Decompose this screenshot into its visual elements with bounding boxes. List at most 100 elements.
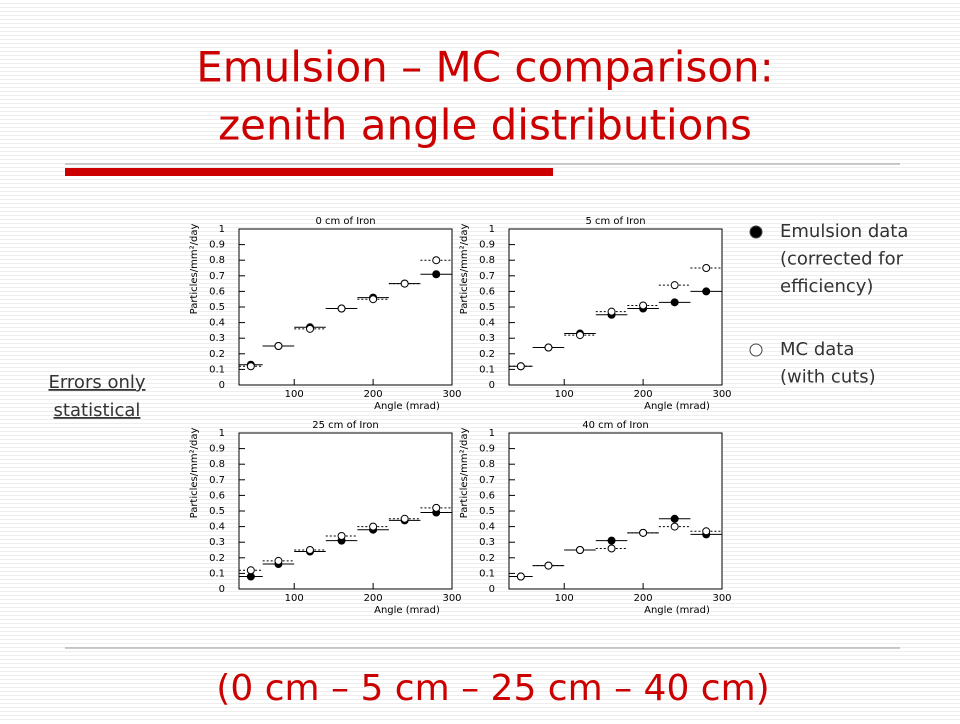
data-point: [670, 522, 679, 531]
data-point: [432, 270, 441, 279]
x-axis-label: Angle (mrad): [644, 605, 710, 616]
x-tick-label: 100: [555, 389, 574, 400]
y-tick-label: 0.1: [209, 364, 225, 375]
x-tick-label: 200: [364, 389, 383, 400]
data-point: [432, 503, 441, 512]
footer: (0 cm – 5 cm – 25 cm – 40 cm): [216, 668, 769, 709]
data-point: [544, 343, 553, 352]
y-tick-label: 0.1: [479, 568, 495, 579]
y-axis-label: Particles/mm²/day: [459, 224, 470, 315]
x-tick-label: 200: [364, 593, 383, 604]
y-tick-label: 0: [219, 380, 225, 391]
y-tick-label: 0: [489, 584, 495, 595]
y-tick-label: 0.5: [479, 506, 495, 517]
y-tick-label: 0.5: [479, 302, 495, 313]
data-point: [607, 536, 616, 545]
x-tick-label: 300: [712, 593, 731, 604]
y-tick-label: 0.6: [479, 490, 495, 501]
data-point: [400, 279, 409, 288]
y-tick-label: 0.7: [209, 475, 225, 486]
data-point: [432, 256, 441, 265]
y-tick-label: 0.8: [479, 459, 495, 470]
y-tick-label: 0.4: [209, 522, 225, 533]
x-axis-label: Angle (mrad): [644, 401, 710, 412]
data-point: [607, 544, 616, 553]
y-tick-label: 1: [219, 428, 225, 439]
y-tick-label: 0.4: [479, 522, 495, 533]
data-point: [576, 546, 584, 554]
y-tick-label: 0.6: [209, 490, 225, 501]
y-tick-label: 0.2: [479, 349, 495, 360]
data-point: [670, 281, 679, 290]
data-point: [516, 572, 525, 581]
y-tick-label: 0.2: [209, 349, 225, 360]
y-tick-label: 0.8: [209, 459, 225, 470]
y-tick-label: 0.3: [209, 333, 225, 344]
plot-frame: [238, 228, 453, 386]
chart: 0 cm of Iron Angle (mrad) Particles/mm²/da…: [189, 216, 462, 412]
data-point: [400, 514, 409, 523]
y-tick-label: 0.7: [209, 271, 225, 282]
legend-text: MC data: [780, 339, 854, 360]
y-tick-label: 0.7: [479, 475, 495, 486]
legend-text: Emulsion data: [780, 221, 908, 242]
x-tick-label: 100: [285, 389, 304, 400]
legend-marker: [749, 225, 763, 239]
data-point: [516, 362, 525, 371]
data-point: [702, 264, 711, 272]
y-tick-label: 0.1: [209, 568, 225, 579]
data-point: [369, 295, 378, 304]
note: Errors only: [48, 372, 145, 393]
data-point: [639, 528, 648, 537]
y-axis-label: Particles/mm²/day: [459, 428, 470, 519]
y-tick-label: 0.5: [209, 302, 225, 313]
x-axis-label: Angle (mrad): [374, 401, 440, 412]
data-point: [639, 301, 648, 310]
legend-text: efficiency): [780, 276, 873, 297]
data-point: [670, 514, 679, 523]
y-tick-label: 0.2: [479, 553, 495, 564]
y-tick-label: 1: [489, 428, 495, 439]
data-point: [544, 561, 553, 570]
note: statistical: [54, 400, 141, 421]
y-tick-label: 0.9: [479, 240, 495, 251]
y-tick-label: 0.9: [209, 444, 225, 455]
x-axis-label: Angle (mrad): [374, 605, 440, 616]
x-tick-label: 100: [285, 593, 304, 604]
plot-frame: [238, 432, 453, 590]
y-tick-label: 0.3: [479, 333, 495, 344]
x-tick-label: 100: [555, 593, 574, 604]
y-tick-label: 0: [489, 380, 495, 391]
legend-text: (with cuts): [780, 367, 876, 388]
data-point: [670, 298, 679, 307]
y-tick-label: 0.5: [209, 506, 225, 517]
y-tick-label: 0.3: [209, 537, 225, 548]
data-point: [337, 531, 346, 540]
data-point: [306, 324, 314, 333]
y-tick-label: 1: [489, 224, 495, 235]
legend-marker: [749, 343, 763, 357]
x-tick-label: 200: [634, 593, 653, 604]
y-tick-label: 0.2: [209, 553, 225, 564]
y-tick-label: 0.7: [479, 271, 495, 282]
data-point: [246, 566, 255, 575]
data-point: [246, 362, 255, 371]
data-point: [306, 546, 314, 554]
y-tick-label: 0: [219, 584, 225, 595]
chart-title: 25 cm of Iron: [312, 420, 378, 431]
data-point: [274, 342, 283, 350]
y-tick-label: 0.9: [209, 240, 225, 251]
legend-text: (corrected for: [780, 249, 904, 270]
slide-title: zenith angle distributions: [218, 101, 752, 150]
chart-title: 40 cm of Iron: [582, 420, 648, 431]
data-point: [369, 522, 378, 531]
y-tick-label: 0.6: [479, 286, 495, 297]
y-tick-label: 0.1: [479, 364, 495, 375]
y-tick-label: 0.8: [209, 255, 225, 266]
accent-bar: [65, 168, 553, 176]
chart-title: 0 cm of Iron: [315, 216, 375, 227]
data-point: [702, 527, 711, 536]
y-axis-label: Particles/mm²/day: [189, 224, 200, 315]
